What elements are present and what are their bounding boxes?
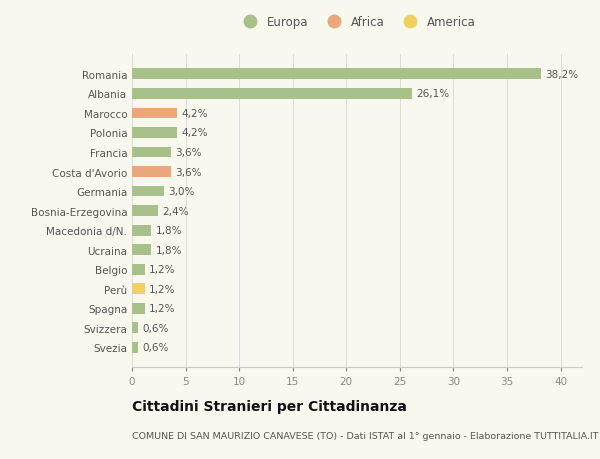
- Text: 1,8%: 1,8%: [155, 245, 182, 255]
- Text: 2,4%: 2,4%: [162, 206, 188, 216]
- Bar: [132, 284, 145, 295]
- Bar: [132, 225, 151, 236]
- Bar: [132, 186, 164, 197]
- Text: 1,2%: 1,2%: [149, 265, 176, 274]
- Text: Cittadini Stranieri per Cittadinanza: Cittadini Stranieri per Cittadinanza: [132, 399, 407, 413]
- Bar: [132, 342, 139, 353]
- Text: 38,2%: 38,2%: [545, 70, 578, 79]
- Legend: Europa, Africa, America: Europa, Africa, America: [233, 11, 481, 34]
- Bar: [132, 206, 158, 217]
- Bar: [132, 147, 170, 158]
- Bar: [132, 323, 139, 334]
- Bar: [132, 245, 151, 256]
- Bar: [132, 69, 541, 80]
- Bar: [132, 108, 177, 119]
- Text: 3,6%: 3,6%: [175, 167, 202, 177]
- Text: 1,2%: 1,2%: [149, 284, 176, 294]
- Text: 26,1%: 26,1%: [416, 89, 449, 99]
- Text: 0,6%: 0,6%: [143, 343, 169, 353]
- Text: COMUNE DI SAN MAURIZIO CANAVESE (TO) - Dati ISTAT al 1° gennaio - Elaborazione T: COMUNE DI SAN MAURIZIO CANAVESE (TO) - D…: [132, 431, 599, 441]
- Text: 0,6%: 0,6%: [143, 323, 169, 333]
- Text: 1,8%: 1,8%: [155, 226, 182, 235]
- Bar: [132, 89, 412, 100]
- Bar: [132, 303, 145, 314]
- Text: 4,2%: 4,2%: [181, 128, 208, 138]
- Text: 3,0%: 3,0%: [169, 187, 195, 196]
- Text: 1,2%: 1,2%: [149, 304, 176, 313]
- Text: 4,2%: 4,2%: [181, 109, 208, 118]
- Text: 3,6%: 3,6%: [175, 148, 202, 157]
- Bar: [132, 167, 170, 178]
- Bar: [132, 264, 145, 275]
- Bar: [132, 128, 177, 139]
